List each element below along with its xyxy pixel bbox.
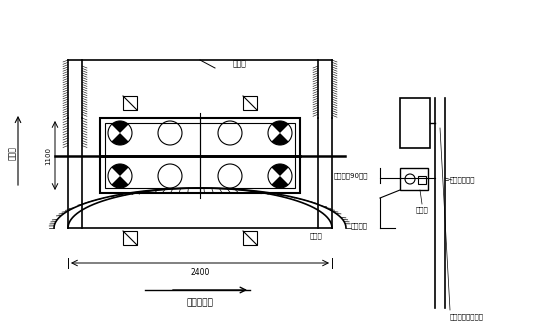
Text: 2400: 2400	[190, 268, 209, 277]
Bar	[400, 168, 428, 190]
Wedge shape	[272, 176, 288, 188]
Wedge shape	[272, 121, 288, 133]
Bar	[418, 176, 426, 184]
Wedge shape	[272, 133, 288, 145]
Bar	[100, 118, 300, 193]
Text: 1100: 1100	[45, 147, 51, 165]
Wedge shape	[111, 176, 128, 188]
Text: 收水坡: 收水坡	[310, 233, 323, 239]
Text: 计量筒: 计量筒	[416, 206, 428, 213]
Bar	[123, 231, 137, 245]
Text: 恩泽（南）: 恩泽（南）	[186, 298, 213, 307]
Text: 君泥管道: 君泥管道	[351, 223, 368, 229]
Bar	[123, 96, 137, 110]
Bar	[400, 98, 430, 148]
Bar	[243, 96, 257, 110]
Wedge shape	[111, 121, 128, 133]
Text: 椅频岛: 椅频岛	[233, 59, 247, 68]
Text: 砂、石、水冲料场: 砂、石、水冲料场	[450, 313, 484, 319]
Bar	[243, 231, 257, 245]
Text: 君泥泵（90型）: 君泥泵（90型）	[334, 173, 368, 179]
Bar	[105, 123, 295, 188]
Wedge shape	[272, 164, 288, 176]
Wedge shape	[111, 164, 128, 176]
Text: 泥浆运输使途: 泥浆运输使途	[450, 177, 475, 183]
Wedge shape	[111, 133, 128, 145]
Text: 水流向: 水流向	[7, 146, 16, 160]
